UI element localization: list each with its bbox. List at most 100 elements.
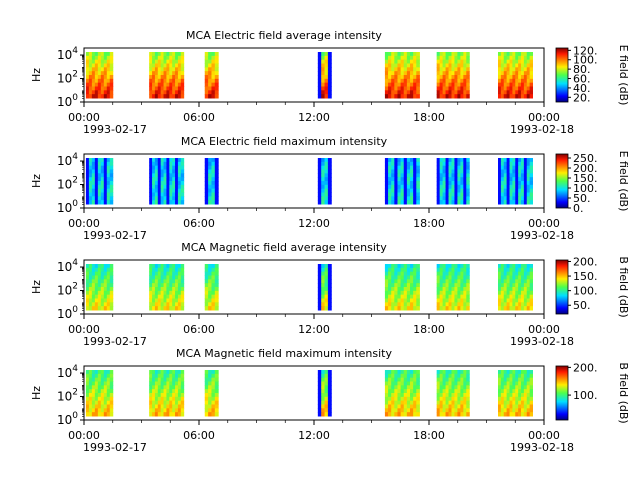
spectrogram-cell: [416, 181, 420, 186]
spectrogram-cell: [177, 196, 182, 201]
spectrogram-cell: [103, 161, 108, 167]
spectrogram-cell: [454, 396, 458, 402]
spectrogram-cell: [321, 59, 326, 64]
spectrogram-cell: [211, 184, 216, 190]
spectrogram-cell: [152, 400, 156, 405]
spectrogram-cell: [451, 55, 455, 61]
spectrogram-cell: [85, 389, 90, 394]
spectrogram-cell: [397, 294, 402, 299]
spectrogram-cell: [457, 290, 461, 296]
spectrogram-cell: [521, 275, 525, 280]
spectrogram-cell: [172, 184, 176, 190]
spectrogram-cell: [518, 75, 522, 80]
data-window-1: [85, 158, 114, 205]
spectrogram-cell: [526, 385, 531, 390]
spectrogram-cell: [451, 389, 455, 394]
spectrogram-cell: [100, 158, 105, 163]
spectrogram-cell: [529, 184, 533, 190]
spectrogram-cell: [454, 165, 458, 170]
spectrogram-cell: [106, 63, 111, 68]
spectrogram-cell: [451, 377, 455, 382]
spectrogram-cell: [177, 302, 182, 307]
spectrogram-cell: [518, 287, 522, 292]
spectrogram-cell: [169, 94, 173, 99]
spectrogram-cell: [154, 290, 159, 296]
spectrogram-cell: [149, 78, 153, 84]
spectrogram-cell: [175, 71, 179, 76]
spectrogram-cell: [94, 158, 99, 163]
spectrogram-cell: [529, 389, 533, 394]
spectrogram-cell: [214, 177, 219, 182]
spectrogram-cell: [103, 158, 108, 163]
spectrogram-cell: [512, 94, 516, 99]
spectrogram-cell: [317, 196, 322, 201]
colorbar-tick-label: 80.: [573, 63, 591, 76]
spectrogram-cell: [500, 169, 505, 174]
spectrogram-cell: [169, 63, 173, 68]
spectrogram-cell: [457, 158, 461, 163]
spectrogram-cell: [327, 404, 332, 409]
spectrogram-cell: [163, 75, 167, 80]
spectrogram-cell: [416, 158, 420, 163]
spectrogram-cell: [180, 63, 185, 68]
spectrogram-cell: [109, 165, 114, 170]
spectrogram-cell: [397, 393, 402, 398]
spectrogram-cell: [157, 306, 162, 311]
spectrogram-cell: [152, 188, 156, 193]
spectrogram-cell: [109, 389, 114, 394]
spectrogram-cell: [466, 78, 470, 84]
spectrogram-cell: [445, 177, 450, 182]
spectrogram-cell: [503, 158, 508, 163]
spectrogram-cell: [97, 52, 102, 57]
spectrogram-cell: [466, 188, 470, 193]
spectrogram-cell: [498, 158, 502, 163]
spectrogram-cell: [529, 393, 533, 398]
spectrogram-cell: [445, 393, 450, 398]
spectrogram-cell: [88, 275, 93, 280]
spectrogram-cell: [157, 275, 162, 280]
spectrogram-cell: [172, 287, 176, 292]
spectrogram-cell: [413, 404, 417, 409]
spectrogram-cell: [445, 385, 450, 390]
spectrogram-cell: [154, 298, 159, 303]
spectrogram-cell: [91, 404, 96, 409]
spectrogram-cell: [109, 63, 114, 68]
spectrogram-cell: [521, 86, 525, 91]
spectrogram-cell: [97, 82, 102, 87]
spectrogram-cell: [439, 67, 444, 72]
spectrogram-cell: [97, 279, 102, 284]
spectrogram-cell: [391, 78, 395, 84]
spectrogram-cell: [410, 404, 414, 409]
spectrogram-cell: [439, 287, 444, 292]
spectrogram-cell: [448, 283, 452, 288]
spectrogram-cell: [208, 184, 212, 190]
spectrogram-cell: [403, 275, 408, 280]
spectrogram-cell: [384, 177, 389, 182]
spectrogram-cell: [106, 377, 111, 382]
spectrogram-cell: [529, 78, 533, 84]
spectrogram-cell: [97, 381, 102, 386]
spectrogram-cell: [416, 271, 420, 276]
spectrogram-cell: [394, 404, 398, 409]
spectrogram-cell: [384, 408, 389, 413]
spectrogram-cell: [410, 161, 414, 167]
spectrogram-cell: [400, 161, 405, 167]
spectrogram-cell: [460, 165, 464, 170]
spectrogram-cell: [518, 59, 522, 64]
spectrogram-cell: [106, 177, 111, 182]
spectrogram-cell: [324, 181, 329, 186]
spectrogram-cell: [498, 275, 502, 280]
spectrogram-cell: [460, 71, 464, 76]
spectrogram-cell: [406, 78, 411, 84]
x-tick-label: 00:00: [68, 217, 100, 230]
spectrogram-cell: [410, 385, 414, 390]
spectrogram-cell: [384, 63, 389, 68]
spectrogram-cell: [512, 302, 516, 307]
spectrogram-cell: [413, 184, 417, 190]
spectrogram-cell: [512, 165, 516, 170]
spectrogram-cell: [152, 370, 156, 375]
spectrogram-cell: [403, 90, 408, 95]
spectrogram-cell: [324, 192, 329, 197]
spectrogram-cell: [394, 158, 398, 163]
spectrogram-cell: [384, 94, 389, 99]
